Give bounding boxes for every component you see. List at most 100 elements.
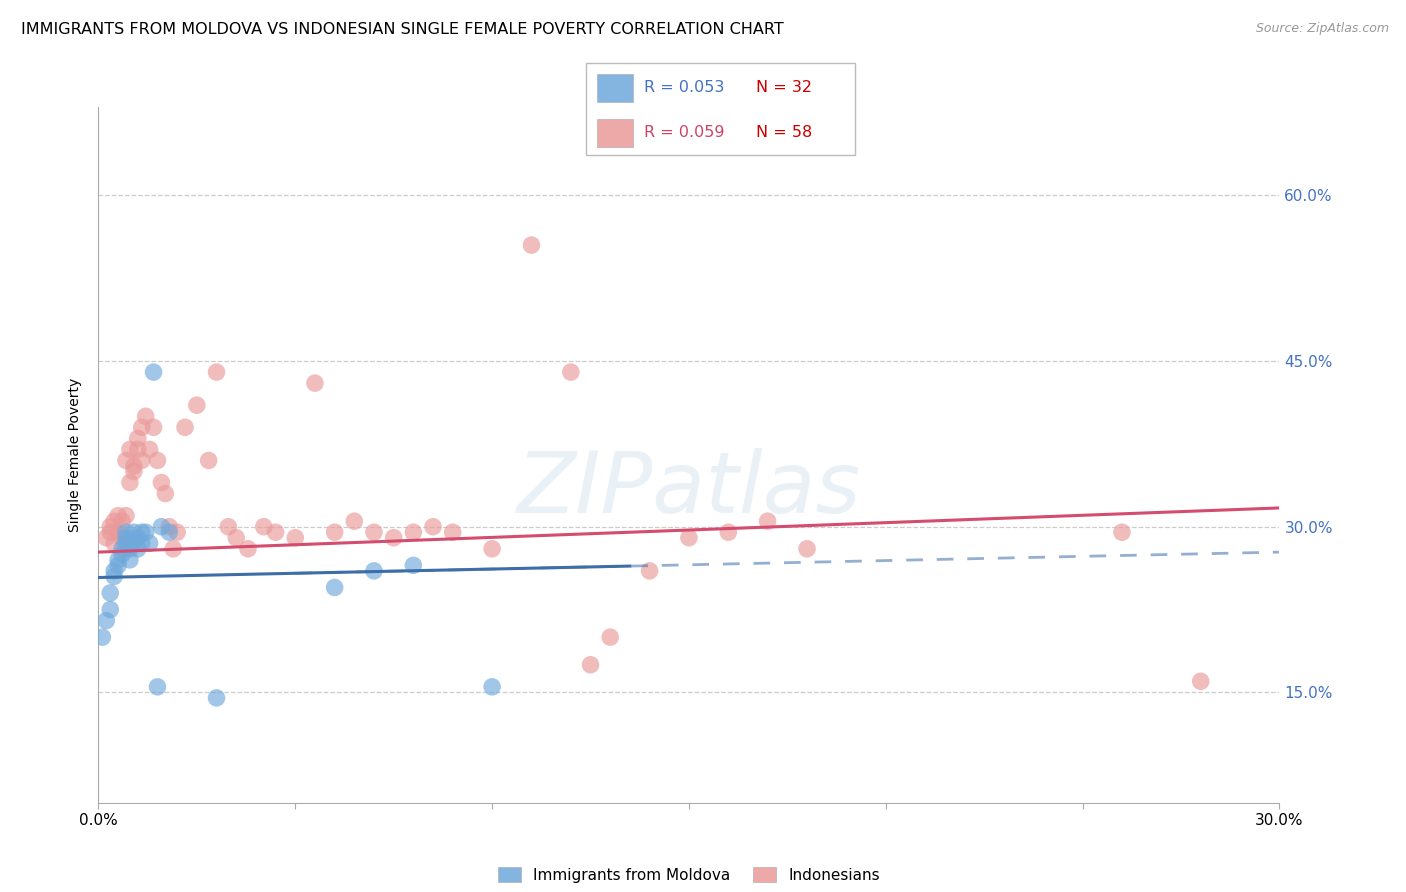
Point (122, 465, 145, 479)
Point (115, 525, 138, 540)
Point (115, 536, 138, 550)
Point (135, 409, 157, 424)
Point (103, 564, 125, 578)
Point (717, 525, 740, 540)
Point (402, 558, 425, 573)
Point (205, 365, 228, 379)
Point (1189, 674, 1212, 689)
FancyBboxPatch shape (598, 74, 633, 102)
Point (103, 536, 125, 550)
Point (142, 365, 165, 379)
Point (107, 525, 129, 540)
Point (103, 569, 125, 583)
Point (122, 525, 145, 540)
Point (118, 541, 141, 556)
Point (304, 376, 326, 391)
Text: IMMIGRANTS FROM MOLDOVA VS INDONESIAN SINGLE FEMALE POVERTY CORRELATION CHART: IMMIGRANTS FROM MOLDOVA VS INDONESIAN SI… (21, 22, 783, 37)
Point (115, 508, 138, 523)
Point (150, 475, 173, 490)
Text: ZIPatlas: ZIPatlas (517, 448, 860, 532)
Point (217, 519, 239, 533)
Point (162, 541, 184, 556)
Point (599, 630, 621, 644)
Point (520, 238, 543, 252)
Point (107, 553, 129, 567)
Point (118, 475, 141, 490)
Point (197, 453, 219, 467)
Point (579, 657, 602, 672)
Point (135, 525, 157, 540)
Point (127, 531, 149, 545)
Point (796, 541, 818, 556)
Point (96, 614, 118, 628)
Point (174, 420, 197, 434)
Point (91, 630, 114, 644)
Point (111, 541, 134, 556)
Legend: Immigrants from Moldova, Indonesians: Immigrants from Moldova, Indonesians (492, 862, 886, 889)
Point (560, 365, 582, 379)
Point (481, 541, 503, 556)
Point (98, 525, 121, 540)
Point (127, 541, 149, 556)
Point (131, 453, 153, 467)
Point (253, 519, 276, 533)
Point (186, 398, 208, 412)
Point (122, 458, 145, 473)
Point (131, 536, 153, 550)
Point (343, 514, 366, 528)
Text: R = 0.053: R = 0.053 (644, 79, 724, 95)
Point (205, 690, 228, 705)
Point (146, 680, 169, 694)
Point (441, 525, 464, 540)
Point (756, 514, 779, 528)
Point (138, 442, 160, 457)
Point (142, 420, 165, 434)
Point (115, 453, 138, 467)
Y-axis label: Single Female Poverty: Single Female Poverty (69, 378, 83, 532)
Point (98, 602, 121, 616)
Point (96, 531, 118, 545)
Point (98, 519, 121, 533)
Point (127, 431, 149, 445)
Point (122, 536, 145, 550)
Text: N = 58: N = 58 (756, 125, 813, 140)
Point (111, 547, 134, 561)
Point (111, 514, 134, 528)
Text: Source: ZipAtlas.com: Source: ZipAtlas.com (1256, 22, 1389, 36)
FancyBboxPatch shape (586, 63, 855, 155)
Point (323, 525, 346, 540)
Point (118, 442, 141, 457)
Point (363, 564, 385, 578)
Point (127, 442, 149, 457)
Point (115, 531, 138, 545)
Point (363, 525, 385, 540)
Point (103, 514, 125, 528)
Point (131, 420, 153, 434)
Point (138, 536, 160, 550)
Point (236, 541, 259, 556)
Point (402, 525, 425, 540)
Point (678, 531, 700, 545)
Point (323, 581, 346, 595)
Point (118, 553, 141, 567)
Point (1111, 525, 1133, 540)
Point (382, 531, 405, 545)
Point (107, 558, 129, 573)
Point (166, 525, 188, 540)
Point (111, 531, 134, 545)
Point (107, 508, 129, 523)
Point (150, 519, 173, 533)
Point (264, 525, 287, 540)
Text: R = 0.059: R = 0.059 (644, 125, 724, 140)
Point (146, 453, 169, 467)
Point (157, 525, 180, 540)
Text: N = 32: N = 32 (756, 79, 813, 95)
Point (98, 586, 121, 600)
Point (225, 531, 247, 545)
Point (422, 519, 444, 533)
Point (131, 525, 153, 540)
Point (155, 486, 177, 500)
Point (638, 564, 661, 578)
Point (157, 519, 180, 533)
Point (481, 680, 503, 694)
